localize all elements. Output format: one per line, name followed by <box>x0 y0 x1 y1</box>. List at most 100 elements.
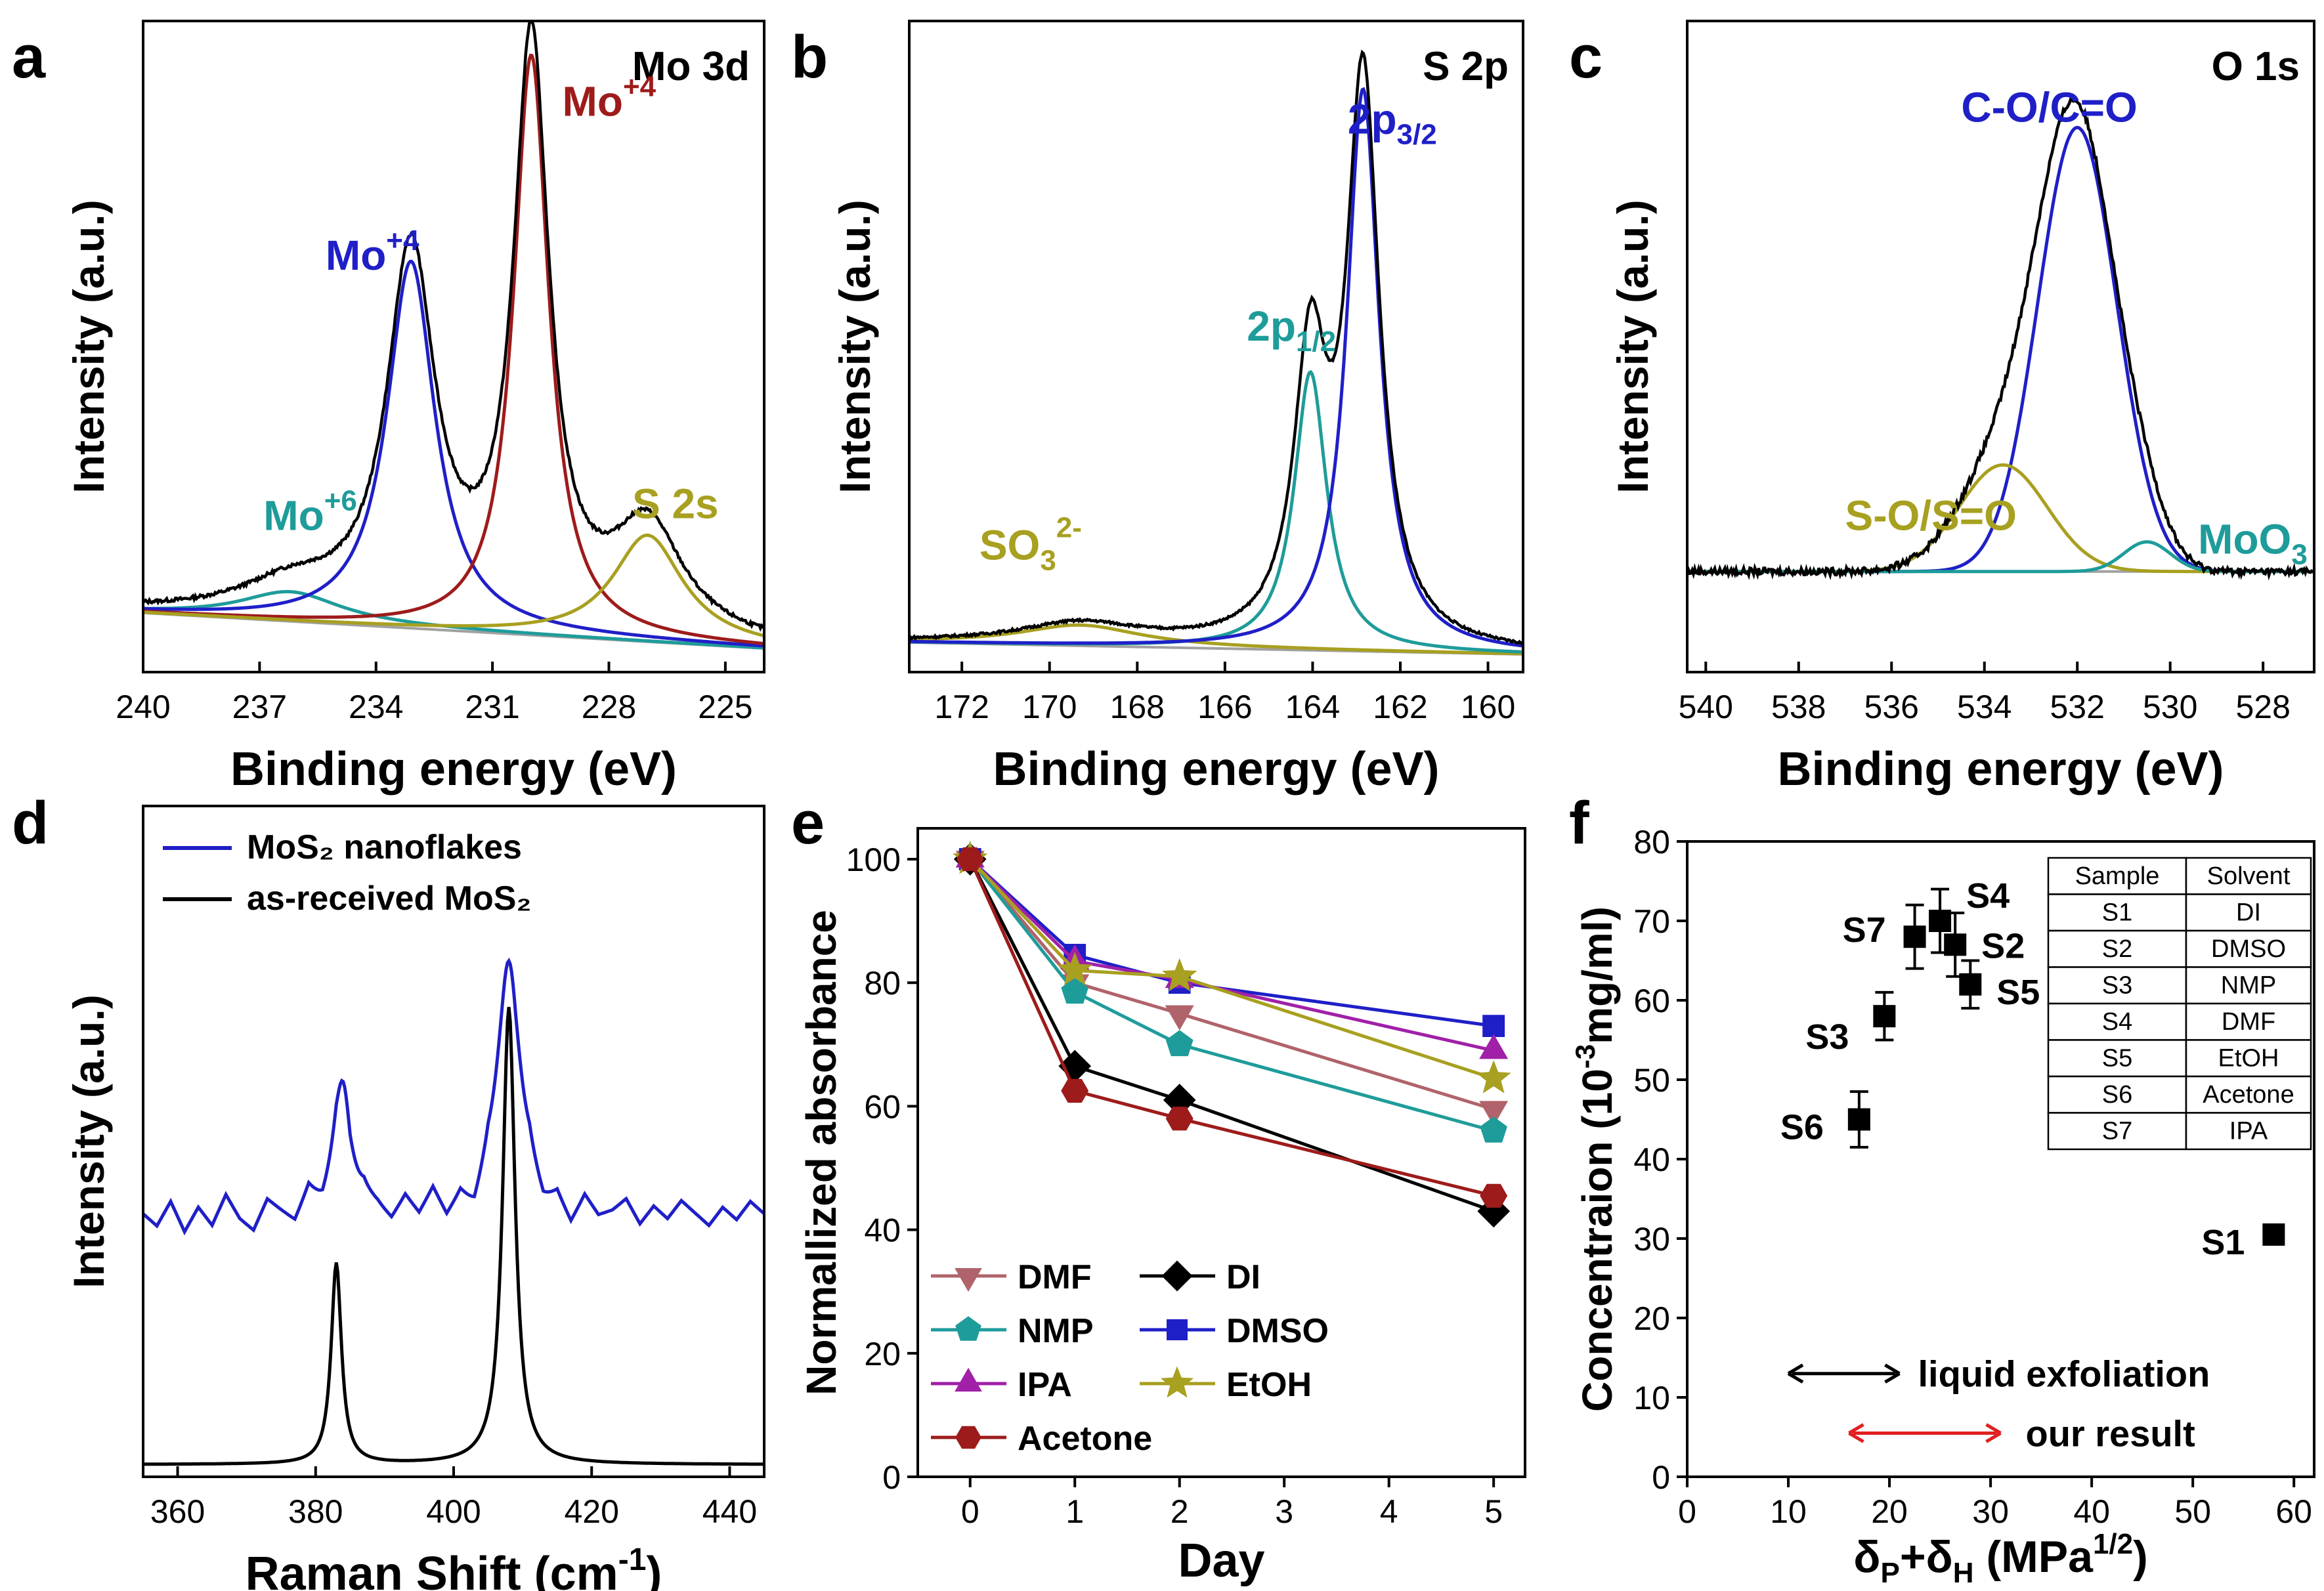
fit-peak-curve <box>142 533 765 638</box>
y-tick-label: 10 <box>1633 1380 1670 1416</box>
data-marker-square <box>1167 1319 1188 1340</box>
table-cell-border <box>2047 1112 2187 1151</box>
x-tick-label: 20 <box>1871 1493 1908 1530</box>
range-arrow-head <box>1884 1363 1901 1384</box>
table-header: Sample <box>2075 862 2160 890</box>
x-tick-label: 231 <box>465 689 519 725</box>
x-tick-label: 162 <box>1373 689 1427 725</box>
raman-spectrum-line <box>142 957 765 1236</box>
point-label: S5 <box>1996 973 2040 1012</box>
panel-letter-a: a <box>12 24 46 91</box>
y-axis-label: Concentraion (10-3mg/ml) <box>1570 906 1621 1412</box>
peak-annotation: Mo+6 <box>263 485 357 540</box>
annotation-subscript: 3 <box>1040 545 1056 577</box>
table-cell: EtOH <box>2218 1045 2279 1072</box>
table-cell: DMF <box>2222 1008 2275 1036</box>
y-tick-label: 0 <box>882 1459 901 1496</box>
panel-a-chart: 240 237 234 231 228 225 Mo 3d Binding energy (e… <box>64 20 765 796</box>
panel-letter-e: e <box>791 790 825 857</box>
sample-solvent-table: Sample Solvent S1 DI S2 DMSO S3 NMP S4 DMF S5 EtOH S… <box>2047 857 2312 1151</box>
plot-frame <box>908 20 1524 673</box>
legend-label: DI <box>1226 1258 1260 1296</box>
range-arrow-head <box>1787 1363 1804 1384</box>
plot-frame <box>142 20 765 673</box>
y-tick-label: 20 <box>864 1336 901 1372</box>
x-tick-label: 30 <box>1972 1493 2009 1530</box>
data-marker-square <box>1482 1015 1505 1037</box>
annotation-base: S-O/S=O <box>1845 492 2017 540</box>
x-tick-label: 170 <box>1022 689 1077 725</box>
annotation-base: 2p <box>1247 303 1296 350</box>
panel-letter-d: d <box>12 790 49 857</box>
x-label-superscript: 1/2 <box>2093 1528 2133 1560</box>
x-axis-label: Day <box>1178 1535 1264 1587</box>
range-label: our result <box>2026 1412 2195 1454</box>
y-tick-label: 60 <box>864 1088 901 1125</box>
x-tick-label: 60 <box>2275 1493 2312 1530</box>
raman-spectrum-line <box>143 1006 764 1466</box>
data-point <box>1847 1108 1870 1131</box>
y-axis-label: Intensity (a.u.) <box>64 200 113 493</box>
data-marker-hexagon <box>1480 1183 1508 1208</box>
x-tick-label: 1 <box>1065 1493 1084 1530</box>
y-axis-label: Normallized absorbance <box>798 910 845 1395</box>
x-tick-label: 420 <box>565 1493 619 1530</box>
table-cell: S2 <box>2102 935 2132 963</box>
y-tick-label: 40 <box>1633 1141 1670 1178</box>
point-label: S2 <box>1981 926 2025 965</box>
y-axis-label: Intensity (a.u.) <box>64 994 113 1288</box>
x-tick-label: 160 <box>1461 689 1515 725</box>
data-point <box>1944 933 1967 956</box>
x-tick-label: 164 <box>1285 689 1340 725</box>
x-tick-label: 2 <box>1171 1493 1189 1530</box>
data-marker-hexagon <box>956 847 984 872</box>
x-tick-label: 3 <box>1275 1493 1293 1530</box>
data-marker-triangle-down <box>1165 1005 1194 1030</box>
x-tick-label: 0 <box>961 1493 979 1530</box>
y-tick-label: 40 <box>864 1212 901 1249</box>
annotation-base: Mo <box>326 232 386 279</box>
panel-letter-c: c <box>1569 24 1603 91</box>
fit-peak-curve <box>909 87 1524 648</box>
x-tick-label: 534 <box>1957 689 2012 725</box>
annotation-superscript: +4 <box>386 224 420 257</box>
x-label-plus-delta: +δ <box>1900 1532 1953 1582</box>
fit-peak-curve <box>143 259 765 648</box>
point-label: S4 <box>1966 876 2010 916</box>
series-line <box>968 858 1494 1133</box>
x-tick-label: 166 <box>1197 689 1252 725</box>
x-tick-label: 528 <box>2235 689 2290 725</box>
data-marker-pentagon <box>955 1316 981 1341</box>
legend-label: MoS₂ nanoflakes <box>247 828 522 866</box>
series-line <box>968 858 1494 1080</box>
fit-peak-curve <box>143 53 765 646</box>
panel-title: S 2p <box>1423 44 1509 89</box>
legend-label: NMP <box>1018 1312 1094 1350</box>
annotation-base: 2p <box>1348 95 1397 142</box>
point-label: S1 <box>2201 1223 2245 1262</box>
y-axis-label: Intensity (a.u.) <box>1608 200 1657 493</box>
x-tick-label: 10 <box>1770 1493 1807 1530</box>
data-marker-star <box>1162 958 1197 992</box>
panel-b-chart: 172 170 168 166 164 162 160 S 2p Binding energy … <box>830 20 1524 796</box>
table-cell-border <box>2185 1112 2312 1151</box>
x-tick-label: 380 <box>288 1493 343 1530</box>
series-line <box>968 858 1494 1053</box>
x-label-delta: δ <box>1853 1532 1880 1582</box>
table-cell-border <box>2047 1002 2187 1041</box>
y-tick-label: 80 <box>1633 824 1670 860</box>
table-cell: S1 <box>2102 899 2132 927</box>
annotation-base: S 2s <box>632 480 719 528</box>
x-axis-label-text: Raman Shift (cm <box>246 1548 618 1591</box>
legend-label: DMF <box>1018 1258 1092 1296</box>
y-label-end: mg/ml) <box>1574 906 1621 1044</box>
table-cell-border <box>2047 1039 2187 1078</box>
data-marker-pentagon <box>1061 977 1089 1004</box>
y-tick-label: 80 <box>864 965 901 1002</box>
x-tick-label: 40 <box>2073 1493 2110 1530</box>
table-cell: S5 <box>2102 1045 2132 1072</box>
x-label-end: ) <box>2133 1532 2148 1582</box>
data-marker-triangle-up <box>955 1367 982 1392</box>
range-arrow-head <box>1985 1423 2002 1443</box>
